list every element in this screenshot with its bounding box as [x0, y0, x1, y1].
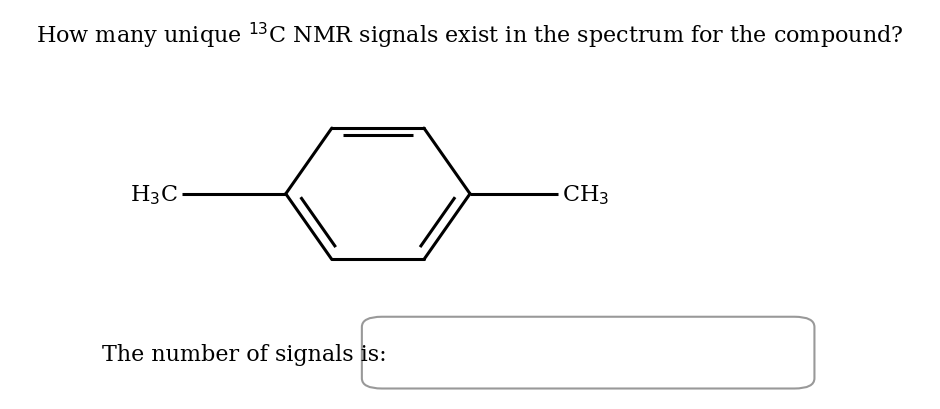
Text: The number of signals is:: The number of signals is:	[102, 343, 386, 365]
Text: How many unique $^{13}$C NMR signals exist in the spectrum for the compound?: How many unique $^{13}$C NMR signals exi…	[37, 20, 903, 51]
FancyBboxPatch shape	[362, 317, 814, 389]
Text: CH$_3$: CH$_3$	[562, 182, 609, 206]
Text: H$_3$C: H$_3$C	[130, 182, 178, 206]
